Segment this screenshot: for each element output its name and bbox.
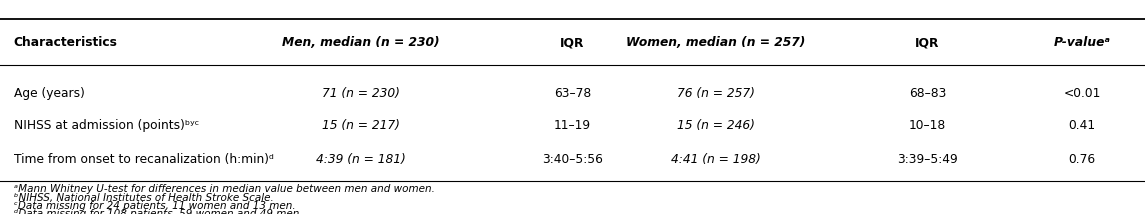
Text: ᵇNIHSS, National Institutes of Health Stroke Scale.: ᵇNIHSS, National Institutes of Health St… [14,193,274,203]
Text: ᵈData missing for 108 patients, 59 women and 49 men.: ᵈData missing for 108 patients, 59 women… [14,209,302,214]
Text: 76 (n = 257): 76 (n = 257) [677,87,755,100]
Text: 0.76: 0.76 [1068,153,1096,166]
Text: IQR: IQR [560,36,585,49]
Text: Women, median (n = 257): Women, median (n = 257) [626,36,805,49]
Text: 10–18: 10–18 [909,119,946,132]
Text: Age (years): Age (years) [14,87,85,100]
Text: 68–83: 68–83 [909,87,946,100]
Text: 15 (n = 246): 15 (n = 246) [677,119,755,132]
Text: IQR: IQR [915,36,940,49]
Text: 71 (n = 230): 71 (n = 230) [322,87,400,100]
Text: <0.01: <0.01 [1064,87,1100,100]
Text: ᵃMann Whitney U-test for differences in median value between men and women.: ᵃMann Whitney U-test for differences in … [14,184,435,194]
Text: Time from onset to recanalization (h:min)ᵈ: Time from onset to recanalization (h:min… [14,153,274,166]
Text: 3:39–5:49: 3:39–5:49 [897,153,958,166]
Text: 63–78: 63–78 [554,87,591,100]
Text: 11–19: 11–19 [554,119,591,132]
Text: P-valueᵃ: P-valueᵃ [1053,36,1111,49]
Text: ᶜData missing for 24 patients, 11 women and 13 men.: ᶜData missing for 24 patients, 11 women … [14,201,295,211]
Text: 15 (n = 217): 15 (n = 217) [322,119,400,132]
Text: 3:40–5:56: 3:40–5:56 [542,153,603,166]
Text: 4:39 (n = 181): 4:39 (n = 181) [316,153,405,166]
Text: Characteristics: Characteristics [14,36,118,49]
Text: 0.41: 0.41 [1068,119,1096,132]
Text: Men, median (n = 230): Men, median (n = 230) [282,36,440,49]
Text: NIHSS at admission (points)ᵇʸᶜ: NIHSS at admission (points)ᵇʸᶜ [14,119,199,132]
Text: 4:41 (n = 198): 4:41 (n = 198) [671,153,760,166]
